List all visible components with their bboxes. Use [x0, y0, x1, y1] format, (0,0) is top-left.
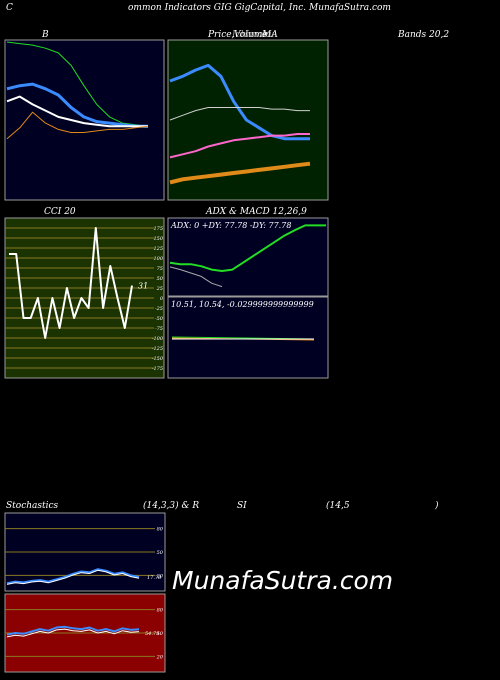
adx-title: ADX & MACD 12,26,9 — [206, 207, 307, 217]
stoch-title-a: Stochastics — [6, 501, 59, 511]
bollinger-title: B — [42, 30, 49, 40]
cci-tick-label: 100 — [153, 256, 163, 262]
cci-tick-label: -100 — [152, 336, 164, 342]
cci-tick-label: 150 — [153, 236, 163, 242]
rsi-tick-label: 50 — [157, 631, 164, 637]
adx-readout: ADX: 0 +DY: 77.78 -DY: 77.78 — [170, 221, 291, 230]
watermark: MunafaSutra.com — [172, 566, 394, 595]
stoch-title-c: SI — [237, 501, 247, 511]
page-title: ommon Indicators GIG GigCapital, Inc. Mu… — [128, 3, 391, 13]
price-line — [169, 63, 310, 141]
price-ma-line — [169, 107, 310, 121]
cci-tick-label: 175 — [153, 226, 163, 232]
bands-title: Bands 20,2 — [398, 30, 450, 40]
cci-tick-label: -25 — [155, 306, 163, 312]
stoch-tick-label: 80 — [157, 527, 164, 533]
cci-line — [9, 227, 133, 339]
cci-tick-label: 125 — [153, 246, 163, 252]
cci-tick-label: 25 — [156, 286, 163, 292]
stoch-tick-label: 20 — [156, 573, 164, 579]
macd-readout: 10.51, 10.54, -0.029999999999999 — [171, 300, 314, 309]
price-title-c: MA — [262, 30, 278, 40]
cci-tick-label: 50 — [157, 276, 164, 282]
cci-title: CCI 20 — [44, 207, 76, 217]
cci-tick-label: -125 — [152, 346, 163, 352]
rsi-tick-label: 80 — [157, 608, 164, 614]
price-title-a: Price, — [208, 30, 235, 40]
cci-tick-label: 0 — [160, 296, 164, 302]
adx-line — [169, 224, 326, 272]
price-title-overlay: Ichimoku — [232, 30, 275, 40]
price-ma2-line — [169, 133, 310, 159]
bollinger-panel — [4, 39, 165, 201]
rsi-value: 54.79 — [145, 631, 160, 637]
rsi-avg-line — [6, 628, 140, 638]
header-c: C — [6, 3, 13, 13]
rsi-line — [6, 625, 140, 636]
cci-tick-label: -50 — [155, 316, 164, 322]
adx-di-line — [169, 266, 223, 288]
cci-last-value: 31 — [138, 282, 148, 291]
cci-tick-label: -75 — [155, 326, 163, 332]
cci-tick-label: -150 — [152, 356, 164, 362]
stoch-title-d: (14,5 — [326, 501, 350, 511]
stoch-d-line — [6, 569, 140, 585]
bollinger-ma-line — [6, 82, 148, 128]
bollinger-price-line — [6, 95, 148, 128]
price-volume-line — [169, 161, 311, 185]
bollinger-upper-line — [6, 41, 149, 127]
bollinger-lower-line — [6, 111, 149, 140]
cci-tick-label: 75 — [157, 266, 163, 272]
stoch-title-b: (14,3,3) & R — [143, 501, 200, 511]
rsi-tick-label: 20 — [156, 654, 164, 660]
adx-panel — [167, 217, 329, 297]
stoch-value: 17.78 — [147, 575, 161, 581]
stoch-tick-label: 50 — [157, 550, 164, 556]
price-title-b: Volume — [234, 30, 268, 40]
stoch-title-e: ) — [435, 501, 439, 511]
cci-tick-label: -175 — [152, 366, 163, 372]
stoch-k-line — [6, 568, 140, 585]
